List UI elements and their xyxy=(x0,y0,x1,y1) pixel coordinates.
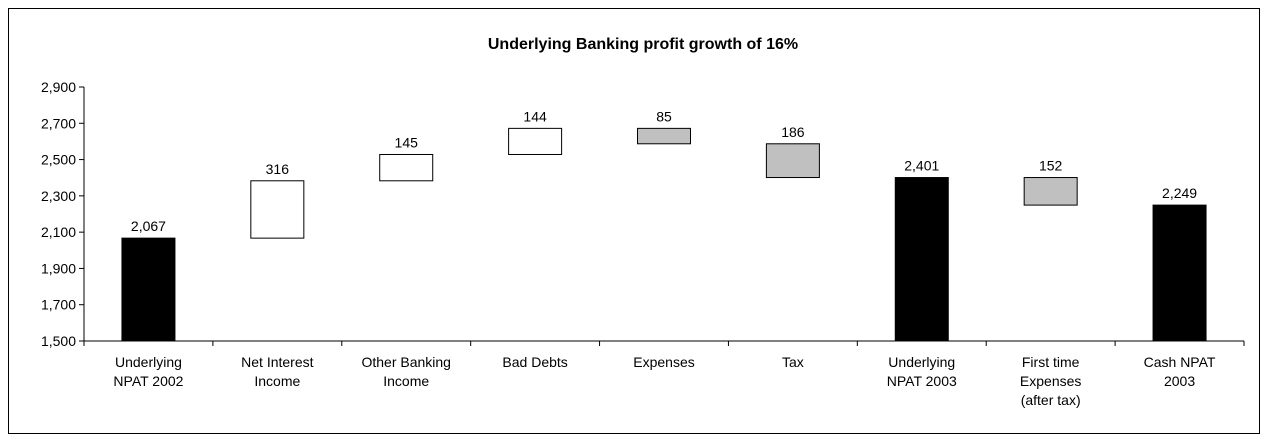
category-label: NPAT 2002 xyxy=(113,373,183,389)
waterfall-chart: Underlying Banking profit growth of 16% … xyxy=(41,36,1245,408)
y-tick-label: 1,700 xyxy=(41,297,76,313)
category-label: Income xyxy=(383,373,429,389)
category-label: (after tax) xyxy=(1021,392,1081,408)
category-label: Underlying xyxy=(115,354,182,370)
data-label: 2,401 xyxy=(904,158,939,174)
y-tick-label: 2,900 xyxy=(41,79,76,95)
bars-group: 2,067 Underlying NPAT 2002 316 Net Interest I… xyxy=(113,108,1215,408)
y-axis: 1,500 1,700 1,900 2,100 2,300 2,500 2,700 2,900 xyxy=(41,79,85,349)
category-label: Other Banking xyxy=(361,354,451,370)
category-label: Expenses xyxy=(1020,373,1081,389)
bar-total xyxy=(1152,204,1207,342)
category-label: Underlying xyxy=(888,354,955,370)
y-tick-label: 2,100 xyxy=(41,224,76,240)
category-label: Income xyxy=(254,373,300,389)
bar-decrease xyxy=(765,143,820,179)
bar-increase xyxy=(250,180,305,239)
chart-frame: Underlying Banking profit growth of 16% … xyxy=(8,8,1260,434)
category-label: NPAT 2003 xyxy=(887,373,957,389)
data-label: 2,249 xyxy=(1162,185,1197,201)
category-label: Tax xyxy=(782,354,804,370)
bar-total xyxy=(121,237,176,342)
category-label: Net Interest xyxy=(241,354,313,370)
data-label: 2,067 xyxy=(131,218,166,234)
bar-increase xyxy=(508,127,563,155)
data-label: 85 xyxy=(656,108,672,124)
data-label: 145 xyxy=(395,134,419,150)
bar-increase xyxy=(379,153,434,182)
bar-total xyxy=(894,177,949,342)
category-label: 2003 xyxy=(1164,373,1195,389)
category-label: Bad Debts xyxy=(502,354,567,370)
category-label: Cash NPAT xyxy=(1144,354,1216,370)
y-tick-label: 2,500 xyxy=(41,152,76,168)
category-label: Expenses xyxy=(633,354,694,370)
data-label: 152 xyxy=(1039,158,1063,174)
chart-title: Underlying Banking profit growth of 16% xyxy=(488,36,798,53)
x-axis xyxy=(83,340,1245,346)
data-label: 144 xyxy=(523,108,547,124)
y-tick-label: 2,700 xyxy=(41,115,76,131)
y-tick-label: 2,300 xyxy=(41,188,76,204)
bar-decrease xyxy=(1023,177,1078,206)
data-label: 186 xyxy=(781,124,805,140)
y-tick-label: 1,900 xyxy=(41,260,76,276)
bar-decrease xyxy=(637,127,691,145)
y-tick-label: 1,500 xyxy=(41,333,76,349)
data-label: 316 xyxy=(266,161,290,177)
category-label: First time xyxy=(1022,354,1080,370)
